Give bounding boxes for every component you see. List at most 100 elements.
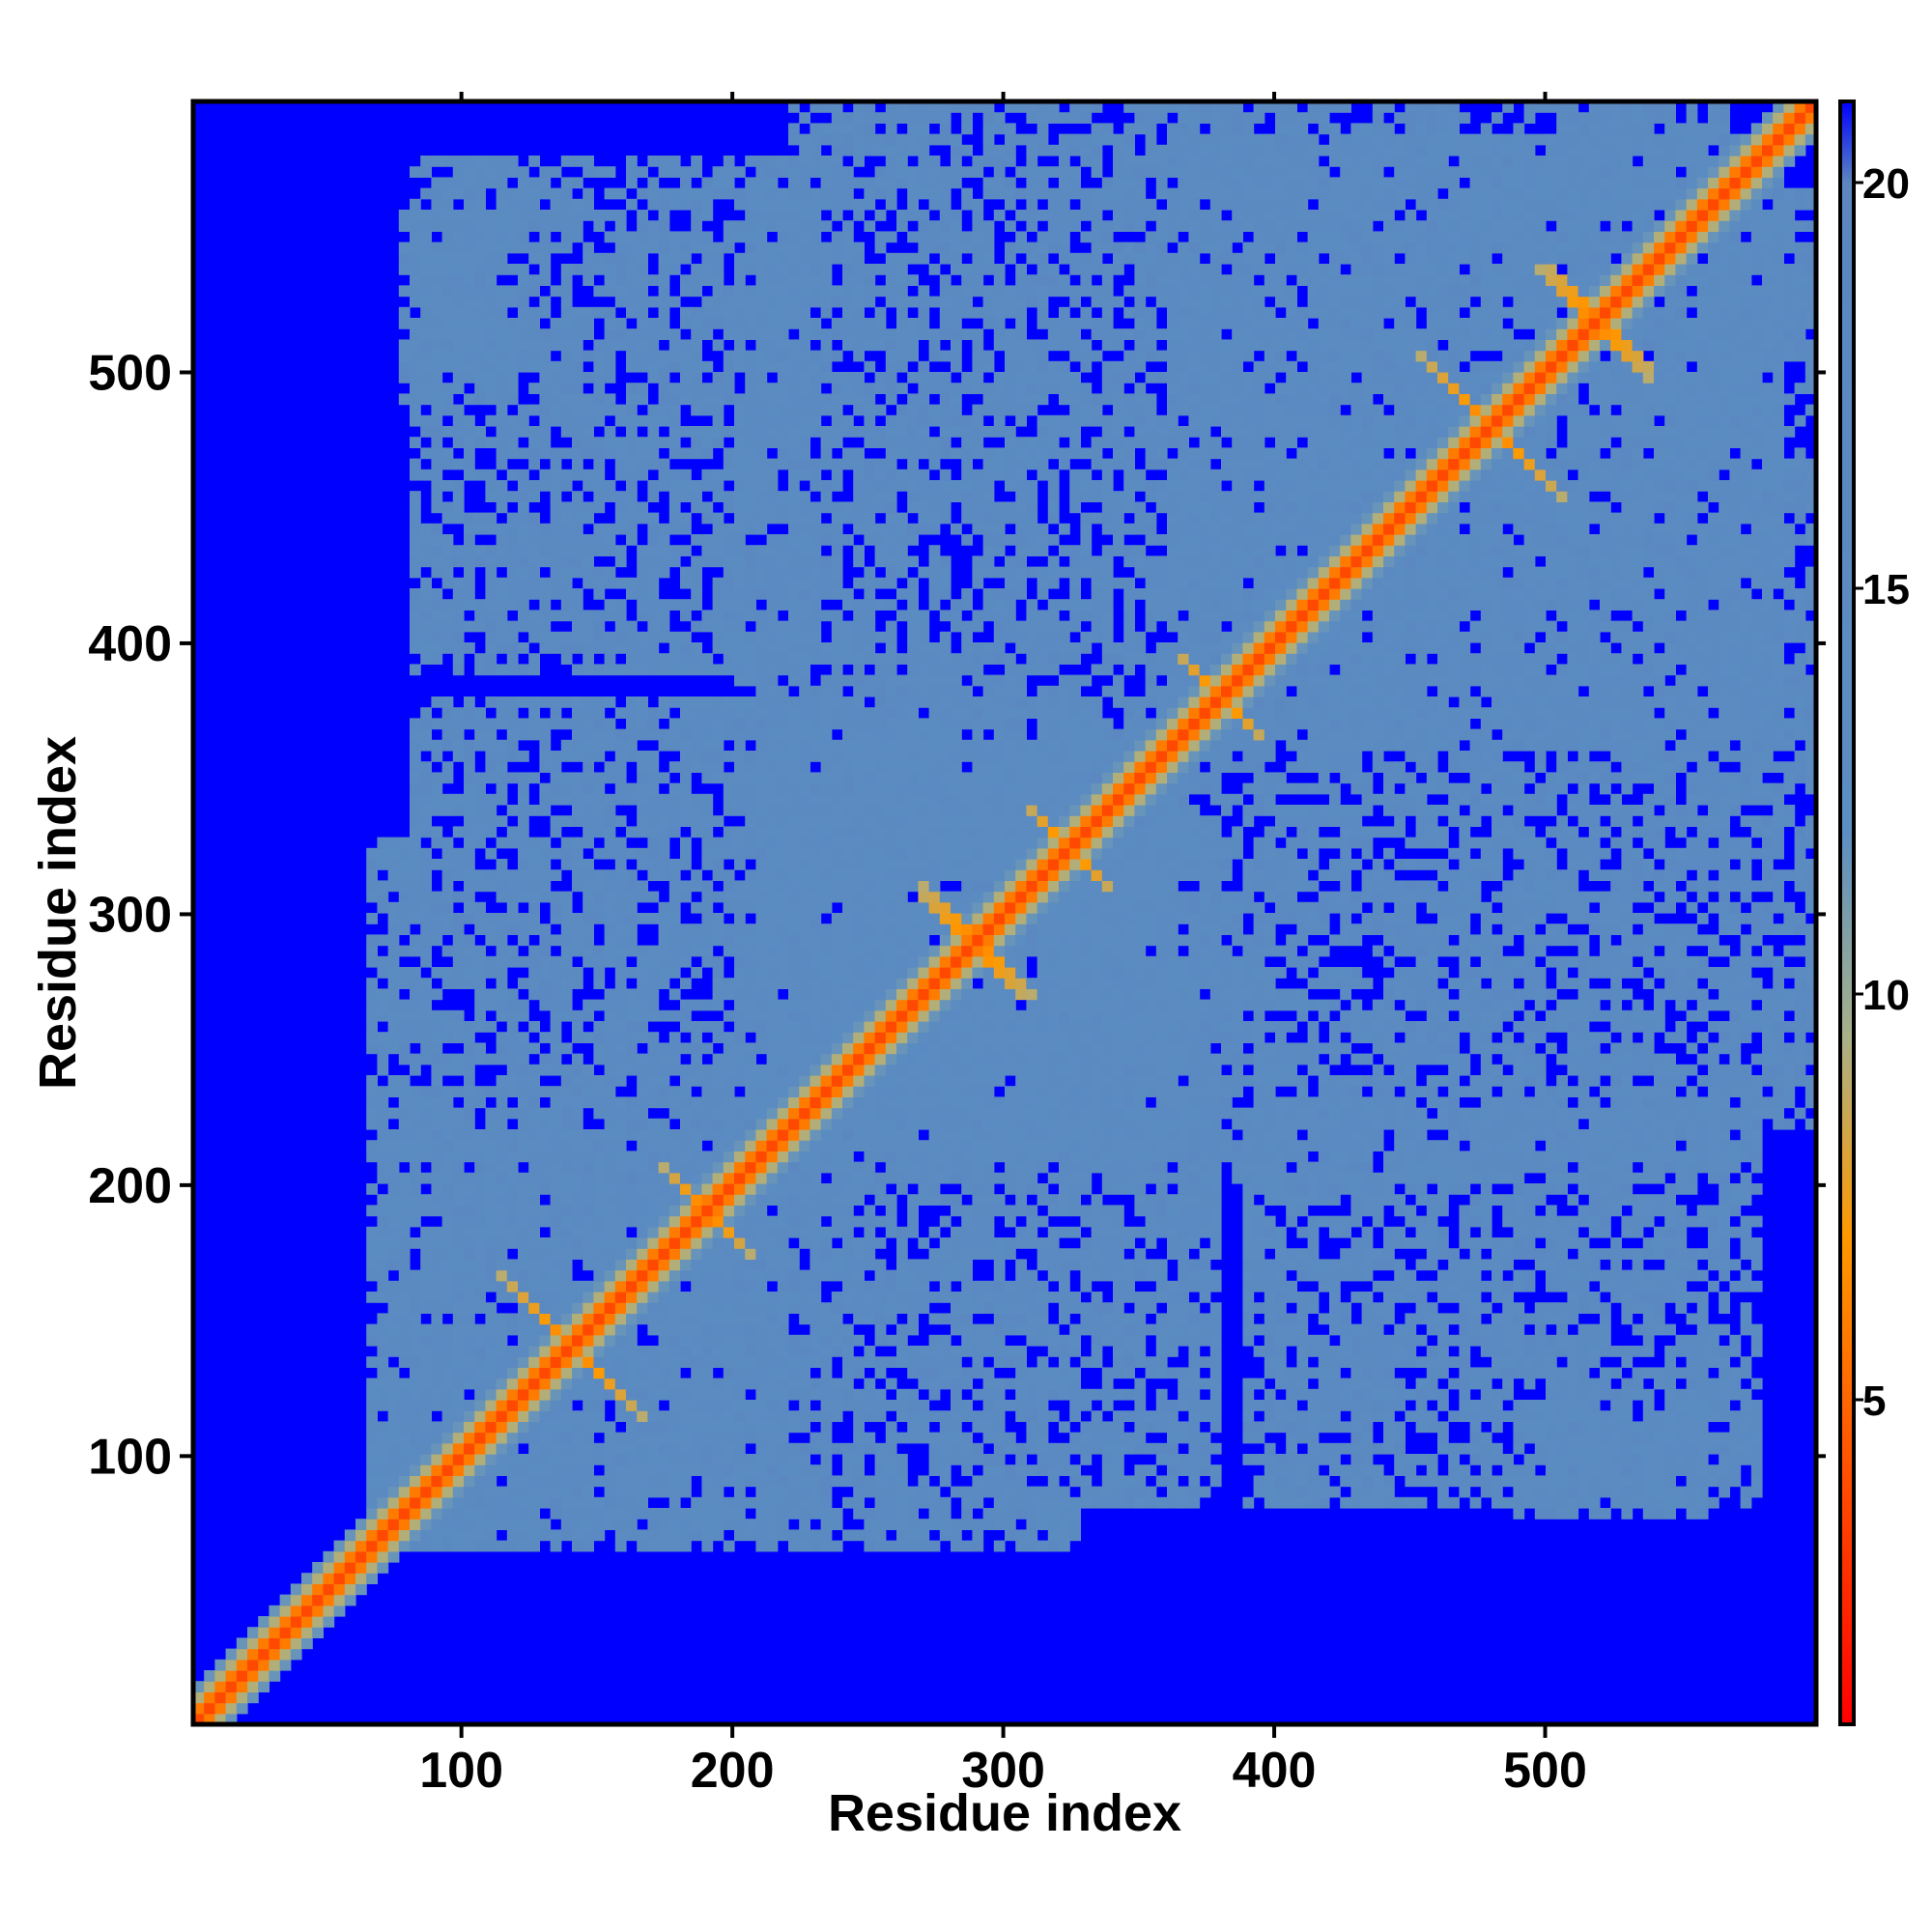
heatmap-cell bbox=[1167, 1215, 1211, 1228]
heatmap-cell bbox=[1600, 1334, 1611, 1347]
heatmap-cell bbox=[658, 1292, 670, 1303]
heatmap-cell bbox=[387, 1400, 400, 1411]
heatmap-cell bbox=[701, 1292, 724, 1303]
heatmap-cell bbox=[1492, 967, 1503, 979]
heatmap-cell bbox=[712, 1107, 735, 1120]
heatmap-cell bbox=[1750, 1248, 1763, 1260]
heatmap-cell bbox=[1556, 1075, 1568, 1087]
heatmap-cell bbox=[1708, 1064, 1742, 1076]
heatmap-cell bbox=[1047, 1226, 1060, 1238]
heatmap-cell bbox=[1492, 988, 1514, 1001]
heatmap-cell bbox=[420, 1107, 432, 1120]
heatmap-cell bbox=[810, 1346, 822, 1357]
heatmap-cell bbox=[1719, 1269, 1730, 1282]
heatmap-cell bbox=[1502, 1464, 1514, 1476]
heatmap-cell bbox=[614, 1161, 627, 1174]
heatmap-cell bbox=[410, 1096, 432, 1109]
heatmap-cell bbox=[1523, 1161, 1536, 1174]
heatmap-cell bbox=[626, 1215, 638, 1228]
heatmap-cell bbox=[474, 945, 486, 957]
heatmap-cell bbox=[1340, 1009, 1351, 1022]
heatmap-cell bbox=[1264, 1194, 1276, 1206]
heatmap-cell bbox=[452, 1421, 465, 1434]
heatmap-cell bbox=[1178, 1118, 1201, 1130]
heatmap-cell bbox=[420, 1464, 432, 1476]
heatmap-cell bbox=[333, 1562, 346, 1574]
heatmap-cell bbox=[788, 1410, 800, 1422]
heatmap-cell bbox=[1264, 1421, 1276, 1434]
heatmap-cell bbox=[1642, 1269, 1655, 1282]
heatmap-cell bbox=[788, 1388, 810, 1401]
heatmap-cell bbox=[918, 999, 930, 1011]
heatmap-cell bbox=[766, 1151, 779, 1163]
heatmap-cell bbox=[680, 1529, 692, 1542]
heatmap-cell bbox=[1686, 967, 1698, 979]
heatmap-cell bbox=[1329, 1151, 1341, 1163]
heatmap-cell bbox=[410, 1442, 432, 1455]
heatmap-cell bbox=[961, 955, 973, 968]
heatmap-cell bbox=[1101, 955, 1124, 968]
heatmap-cell bbox=[1167, 1075, 1179, 1087]
heatmap-cell bbox=[1546, 1172, 1557, 1184]
heatmap-cell bbox=[464, 1096, 475, 1109]
heatmap-cell bbox=[1632, 1009, 1644, 1022]
heatmap-cell bbox=[441, 1129, 454, 1141]
heatmap-cell bbox=[1448, 1053, 1460, 1065]
heatmap-cell bbox=[1708, 1151, 1719, 1163]
heatmap-cell bbox=[410, 1205, 421, 1217]
heatmap-cell bbox=[1361, 1118, 1374, 1130]
heatmap-cell bbox=[1242, 1172, 1255, 1184]
heatmap-cell bbox=[1037, 1400, 1049, 1411]
heatmap-cell bbox=[1307, 1421, 1320, 1434]
heatmap-cell bbox=[582, 1172, 594, 1184]
heatmap-cell bbox=[691, 1496, 714, 1509]
heatmap-cell bbox=[1686, 1378, 1698, 1390]
heatmap-cell bbox=[539, 1064, 552, 1076]
heatmap-cell bbox=[972, 1183, 984, 1195]
heatmap-cell bbox=[1199, 1292, 1211, 1303]
heatmap-cell bbox=[1588, 1464, 1622, 1476]
heatmap-cell bbox=[1361, 1302, 1374, 1314]
heatmap-cell bbox=[1286, 1151, 1297, 1163]
heatmap-cell bbox=[1556, 1053, 1568, 1065]
heatmap-cell bbox=[853, 978, 876, 989]
heatmap-cell bbox=[723, 1508, 735, 1520]
heatmap-cell bbox=[582, 1486, 594, 1498]
heatmap-cell bbox=[1155, 945, 1168, 957]
heatmap-cell bbox=[1123, 1486, 1147, 1498]
heatmap-cell bbox=[539, 1356, 552, 1368]
heatmap-cell bbox=[1750, 1442, 1763, 1455]
heatmap-cell bbox=[550, 1323, 562, 1336]
heatmap-cell bbox=[550, 1096, 562, 1109]
heatmap-cell bbox=[1318, 1086, 1330, 1097]
heatmap-cell bbox=[1675, 1215, 1688, 1228]
heatmap-cell bbox=[626, 1064, 638, 1076]
heatmap-cell bbox=[366, 1248, 378, 1260]
heatmap-cell bbox=[864, 1346, 876, 1357]
heatmap-cell bbox=[1480, 999, 1492, 1011]
heatmap-cell bbox=[668, 1292, 681, 1303]
heatmap-cell bbox=[1437, 1140, 1449, 1151]
heatmap-cell bbox=[745, 1021, 756, 1033]
heatmap-cell bbox=[1750, 1421, 1763, 1434]
heatmap-cell bbox=[842, 1464, 854, 1476]
heatmap-cell bbox=[1577, 1021, 1590, 1033]
heatmap-cell bbox=[701, 1042, 714, 1055]
heatmap-cell bbox=[1329, 1313, 1341, 1325]
heatmap-cell bbox=[1654, 1302, 1665, 1314]
heatmap-cell bbox=[831, 1334, 843, 1347]
heatmap-cell bbox=[301, 1627, 313, 1638]
heatmap-cell bbox=[528, 1064, 540, 1076]
heatmap-cell bbox=[377, 967, 389, 979]
heatmap-cell bbox=[939, 1107, 952, 1120]
heatmap-cell bbox=[993, 1540, 1006, 1552]
heatmap-cell bbox=[604, 1172, 627, 1184]
heatmap-cell bbox=[1167, 1454, 1179, 1465]
heatmap-cell bbox=[485, 1454, 497, 1465]
heatmap-cell bbox=[777, 1248, 789, 1260]
heatmap-cell bbox=[1654, 1475, 1665, 1488]
heatmap-cell bbox=[387, 1021, 400, 1033]
heatmap-cell bbox=[1188, 1302, 1201, 1314]
heatmap-cell bbox=[1708, 1075, 1730, 1087]
heatmap-cell bbox=[1480, 945, 1492, 957]
